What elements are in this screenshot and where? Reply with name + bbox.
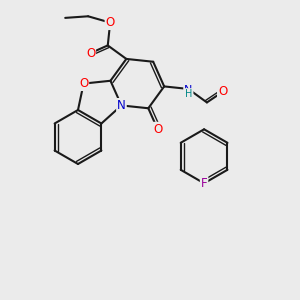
- Text: N: N: [117, 99, 126, 112]
- Text: F: F: [201, 177, 207, 190]
- Text: O: O: [86, 46, 95, 60]
- Text: O: O: [218, 85, 227, 98]
- Text: O: O: [153, 123, 162, 136]
- Text: N: N: [184, 85, 193, 95]
- Text: H: H: [184, 89, 192, 99]
- Text: O: O: [106, 16, 115, 29]
- Text: O: O: [79, 77, 88, 90]
